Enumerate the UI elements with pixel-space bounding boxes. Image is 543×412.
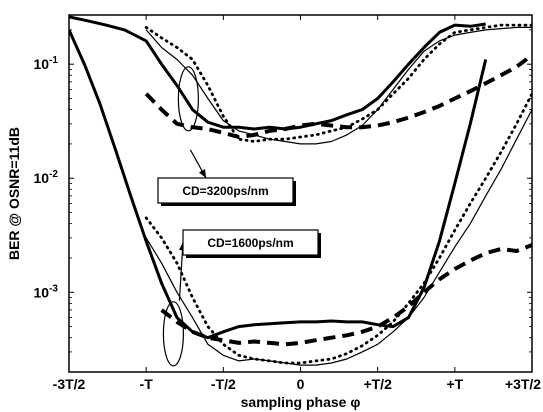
y-axis-title: BER @ OSNR=11dB — [6, 127, 22, 260]
callout-label-1: CD=3200ps/nm — [182, 184, 268, 198]
y-tick-label-3: 10-3 — [34, 283, 59, 300]
plot-frame — [68, 14, 533, 373]
callout-layer: CD=3200ps/nm CD=1600ps/nm — [157, 66, 321, 367]
x-tick-label-2: -T — [140, 376, 154, 392]
series-line-4-dashed — [144, 53, 532, 139]
tick-layer: -3T/2 -T -T/2 0 +T/2 +T +3T/2 10-1 10-2 10-3 — [34, 15, 541, 392]
callout-label-2: CD=1600ps/nm — [207, 236, 293, 250]
x-tick-label-4: 0 — [297, 376, 305, 392]
series-line-7-dotted — [144, 92, 532, 365]
x-tick-label-7: +3T/2 — [505, 376, 541, 392]
callout-arrowhead-1 — [198, 169, 206, 178]
x-axis-title: sampling phase φ — [241, 394, 361, 410]
x-tick-label-5: +T/2 — [363, 376, 392, 392]
series-line-8-dashed — [160, 243, 532, 347]
series-line-3-dotted — [144, 23, 532, 143]
x-tick-label-3: -T/2 — [211, 376, 236, 392]
callout-box-2 — [182, 229, 319, 256]
series-line-5-thick-solid — [69, 29, 488, 340]
callout-ellipse-2 — [162, 301, 185, 367]
x-tick-label-1: -3T/2 — [53, 376, 86, 392]
callout-box-1 — [157, 177, 294, 204]
y-tick-label-1: 10-1 — [34, 55, 59, 72]
callout-ellipse-1 — [177, 66, 199, 132]
series-line-2-thin-solid — [145, 26, 532, 145]
series-layer — [69, 15, 532, 366]
y-tick-label-2: 10-2 — [34, 169, 59, 186]
series-line-6-thin-solid — [145, 109, 532, 366]
x-tick-label-6: +T — [446, 376, 463, 392]
